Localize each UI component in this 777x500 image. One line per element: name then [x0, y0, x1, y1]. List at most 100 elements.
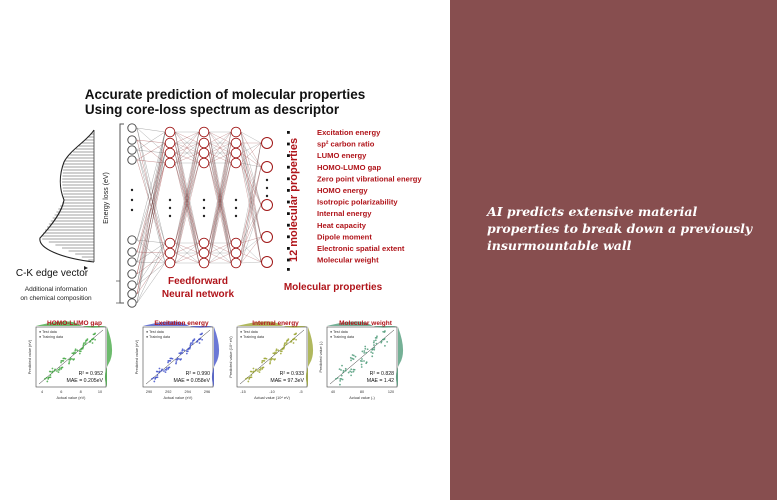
plot-title: HOMO-LUMO gap [47, 320, 102, 327]
property-item: Zero point vibrational energy [317, 174, 422, 183]
hidden-node [164, 147, 176, 159]
hidden-node [230, 147, 242, 159]
hidden-node [198, 247, 210, 259]
hidden-node [230, 126, 242, 138]
plot-mae: MAE = 0.058eV [174, 378, 211, 384]
plot-ylabel: Predicted value (eV) [135, 339, 139, 374]
property-item: Dipole moment [317, 232, 372, 241]
parity-plots: HOMO-LUMO gap● Test data● Training dataR… [28, 320, 404, 400]
input-node [127, 298, 137, 308]
plot-tick-label: 10 [98, 390, 102, 394]
input-node [127, 257, 137, 267]
plot-r2: R² = 0.952 [79, 371, 103, 377]
hidden-node [164, 257, 176, 269]
input-node [127, 235, 137, 245]
plot-tick-label: 6 [60, 390, 62, 394]
network-label-line2: Neural network [162, 289, 235, 300]
plot-title: Excitation energy [154, 320, 209, 327]
output-node [261, 161, 273, 173]
plot-legend-train: ● Training data [146, 335, 170, 339]
energy-axis-label: Energy loss (eV) [103, 172, 110, 224]
plot-mae: MAE = 1.42 [367, 378, 394, 384]
hidden-node [230, 137, 242, 149]
hidden-node [198, 237, 210, 249]
input-node [127, 289, 137, 299]
property-item: Isotropic polarizability [317, 198, 398, 207]
plot-xlabel: Actual value (eV) [164, 396, 194, 400]
hidden-node [164, 137, 176, 149]
caption-panel: AI predicts extensive material propertie… [450, 0, 777, 500]
plot-tick-label: -5 [299, 390, 302, 394]
properties-heading: Molecular properties [284, 282, 383, 293]
ck-edge-vector-label: C-K edge vector [16, 268, 89, 279]
figure-title-line1: Accurate prediction of molecular propert… [85, 87, 366, 102]
plot-tick-label: 294 [184, 390, 190, 394]
plot-title: Internal energy [252, 320, 299, 327]
hidden-node [198, 137, 210, 149]
plot-ylabel: Predicted value (-) [319, 341, 323, 373]
hidden-node [230, 257, 242, 269]
plot-mae: MAE = 0.205eV [67, 378, 104, 384]
plot-ylabel: Predicted value (eV) [28, 339, 32, 374]
hidden-node [230, 157, 242, 169]
property-item: Internal energy [317, 209, 372, 218]
hidden-node [164, 247, 176, 259]
input-node [127, 123, 137, 133]
plot-ylabel: Predicted value (10⁴ eV) [229, 336, 233, 378]
plot-legend-test: ● Test data [240, 330, 258, 334]
plot-r2: R² = 0.933 [280, 371, 304, 377]
plot-xlabel: Actual value (-) [349, 396, 375, 400]
plot-tick-label: 292 [165, 390, 171, 394]
plot-tick-label: 290 [146, 390, 152, 394]
hidden-node [164, 126, 176, 138]
hidden-node [230, 247, 242, 259]
plot-tick-label: 80 [360, 390, 364, 394]
hidden-node [198, 257, 210, 269]
plot-legend-train: ● Training data [39, 335, 63, 339]
plot-tick-label: 4 [41, 390, 43, 394]
plot-xlabel: Actual value (eV) [57, 396, 87, 400]
plot-legend-train: ● Training data [240, 335, 264, 339]
property-item: LUMO energy [317, 151, 367, 160]
property-item: HOMO-LUMO gap [317, 163, 381, 172]
input-node [127, 145, 137, 155]
hidden-node [198, 126, 210, 138]
plot-tick-label: 296 [204, 390, 210, 394]
feedforward-network [127, 123, 273, 308]
plot-legend-train: ● Training data [330, 335, 354, 339]
property-item: HOMO energy [317, 186, 368, 195]
plot-tick-label: -10 [269, 390, 275, 394]
outputs-axis-label: 12 molecular properties [288, 138, 300, 262]
properties-list: Excitation energy sp² carbon ratio LUMO en… [287, 128, 422, 271]
figure-title-line2: Using core-loss spectrum as descriptor [85, 102, 340, 117]
property-item: sp² carbon ratio [317, 140, 375, 149]
parity-plot: Molecular weight ● Test data● Training da… [319, 320, 404, 400]
plot-legend-test: ● Test data [39, 330, 57, 334]
hidden-node [198, 147, 210, 159]
property-item: Excitation energy [317, 128, 381, 137]
input-node [127, 135, 137, 145]
property-item: Electronic spatial extent [317, 244, 405, 253]
output-node [261, 137, 273, 149]
plot-tick-label: 40 [331, 390, 335, 394]
plot-tick-label: 120 [388, 390, 394, 394]
figure-panel: Accurate prediction of molecular propert… [15, 87, 423, 400]
input-node [127, 247, 137, 257]
plot-xlabel: Actual value (10⁴ eV) [254, 396, 291, 400]
additional-info-line2: on chemical composition [20, 295, 92, 302]
model-diagram: Accurate prediction of molecular propert… [16, 87, 423, 400]
plot-r2: R² = 0.828 [370, 371, 394, 377]
property-item: Molecular weight [317, 256, 379, 265]
hidden-node [230, 237, 242, 249]
plot-tick-label: -15 [240, 390, 246, 394]
caption-text: AI predicts extensive material propertie… [487, 204, 753, 253]
output-node [261, 231, 273, 243]
plot-r2: R² = 0.990 [186, 371, 210, 377]
hidden-node [164, 237, 176, 249]
additional-info-line1: Additional information [25, 286, 88, 293]
ck-spectrum: Energy loss (eV) [39, 129, 110, 270]
plot-legend-test: ● Test data [146, 330, 164, 334]
output-node [261, 256, 273, 268]
input-node [127, 155, 137, 165]
hidden-node [164, 157, 176, 169]
